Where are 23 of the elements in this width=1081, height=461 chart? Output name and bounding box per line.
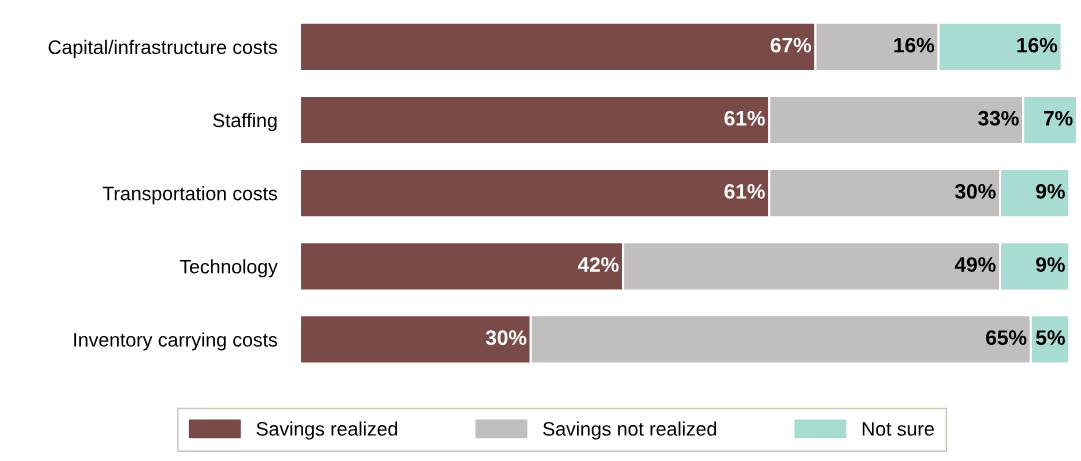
data-label: 7%: [1043, 110, 1073, 126]
data-label: 16%: [894, 37, 935, 53]
data-label: 5%: [1035, 330, 1065, 346]
y-tick-label: Transportation costs: [102, 186, 278, 205]
y-tick-label: Technology: [179, 259, 278, 278]
legend-label: Savings realized: [256, 421, 398, 440]
data-label: 49%: [954, 257, 996, 272]
y-tick-label: Inventory carrying costs: [74, 332, 278, 351]
legend-label: Savings not realized: [543, 421, 717, 440]
data-label: 65%: [986, 330, 1027, 346]
data-label: 61%: [724, 110, 765, 126]
data-label: 33%: [978, 110, 1019, 126]
y-tick-label: Staffing: [213, 112, 277, 132]
y-tick-label: Capital/infrastructure costs: [48, 39, 278, 58]
legend-label: Not sure: [862, 422, 934, 436]
data-label: 30%: [955, 184, 996, 199]
data-label: 30%: [485, 330, 527, 346]
data-label: 61%: [724, 184, 765, 199]
data-label: 9%: [1036, 184, 1065, 199]
data-label: 9%: [1036, 257, 1065, 272]
data-label: 42%: [577, 257, 619, 272]
data-label: 67%: [770, 37, 812, 53]
data-label: 16%: [1017, 37, 1058, 53]
